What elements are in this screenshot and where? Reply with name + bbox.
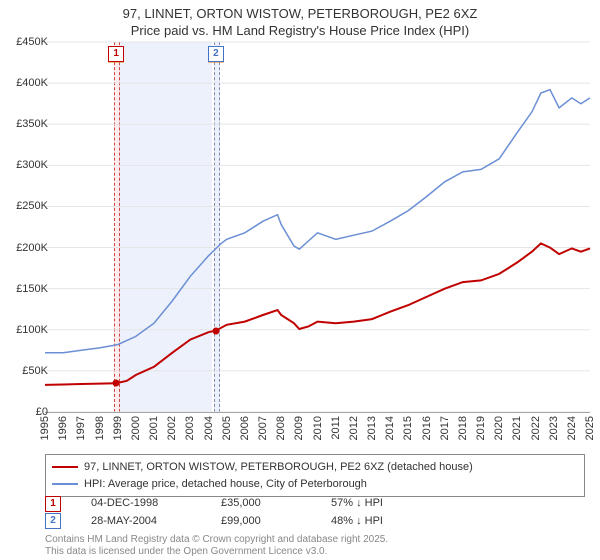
series-line <box>45 243 590 385</box>
line-series-svg <box>45 42 590 412</box>
legend-label-1: 97, LINNET, ORTON WISTOW, PETERBOROUGH, … <box>84 459 473 476</box>
x-axis-label: 2007 <box>257 416 269 440</box>
x-axis-label: 2025 <box>584 416 596 440</box>
legend-row-series1: 97, LINNET, ORTON WISTOW, PETERBOROUGH, … <box>52 459 578 476</box>
tx-date: 04-DEC-1998 <box>91 495 191 513</box>
attribution-line2: This data is licensed under the Open Gov… <box>45 546 388 558</box>
tx-marker: 1 <box>45 496 61 512</box>
x-axis-label: 2016 <box>421 416 433 440</box>
x-axis-label: 2002 <box>166 416 178 440</box>
sale-marker-1: 1 <box>108 46 124 62</box>
sale-point-dot <box>212 327 219 334</box>
y-axis-label: £450K <box>16 36 48 48</box>
x-axis-label: 2012 <box>348 416 360 440</box>
x-axis-label: 2020 <box>493 416 505 440</box>
x-axis-label: 1999 <box>112 416 124 440</box>
x-axis-label: 2004 <box>203 416 215 440</box>
x-axis-label: 2019 <box>475 416 487 440</box>
tx-price: £99,000 <box>221 513 301 531</box>
y-axis-label: £50K <box>22 365 48 377</box>
x-axis-label: 2022 <box>530 416 542 440</box>
transaction-row: 1 04-DEC-1998 £35,000 57% ↓ HPI <box>45 495 383 513</box>
x-axis-label: 2011 <box>330 416 342 440</box>
attribution-line1: Contains HM Land Registry data © Crown c… <box>45 534 388 546</box>
title-line1: 97, LINNET, ORTON WISTOW, PETERBOROUGH, … <box>0 6 600 23</box>
sale-marker-2: 2 <box>208 46 224 62</box>
y-axis-label: £350K <box>16 118 48 130</box>
x-axis-label: 1995 <box>39 416 51 440</box>
x-axis-label: 2024 <box>566 416 578 440</box>
legend-swatch-2 <box>52 483 78 485</box>
legend-swatch-1 <box>52 466 78 468</box>
attribution: Contains HM Land Registry data © Crown c… <box>45 534 388 558</box>
x-axis-label: 2010 <box>312 416 324 440</box>
plot-area: 12 <box>45 42 590 413</box>
x-axis-label: 2014 <box>384 416 396 440</box>
transaction-row: 2 28-MAY-2004 £99,000 48% ↓ HPI <box>45 513 383 531</box>
x-axis-label: 2003 <box>184 416 196 440</box>
tx-delta: 48% ↓ HPI <box>331 513 383 531</box>
x-axis-label: 1998 <box>94 416 106 440</box>
x-axis-label: 2006 <box>239 416 251 440</box>
legend-row-series2: HPI: Average price, detached house, City… <box>52 476 578 493</box>
tx-marker: 2 <box>45 513 61 529</box>
x-axis-label: 2000 <box>130 416 142 440</box>
x-axis-label: 2021 <box>511 416 523 440</box>
legend: 97, LINNET, ORTON WISTOW, PETERBOROUGH, … <box>45 454 585 497</box>
chart-container: 97, LINNET, ORTON WISTOW, PETERBOROUGH, … <box>0 0 600 560</box>
x-axis-label: 2008 <box>275 416 287 440</box>
x-axis-label: 2018 <box>457 416 469 440</box>
x-axis-label: 2005 <box>221 416 233 440</box>
y-axis-label: £400K <box>16 77 48 89</box>
y-axis-label: £250K <box>16 200 48 212</box>
chart-title: 97, LINNET, ORTON WISTOW, PETERBOROUGH, … <box>0 0 600 40</box>
title-line2: Price paid vs. HM Land Registry's House … <box>0 23 600 40</box>
x-axis-label: 2001 <box>148 416 160 440</box>
x-axis-label: 2017 <box>439 416 451 440</box>
tx-price: £35,000 <box>221 495 301 513</box>
tx-delta: 57% ↓ HPI <box>331 495 383 513</box>
x-axis-label: 1997 <box>75 416 87 440</box>
y-axis-label: £100K <box>16 324 48 336</box>
x-axis-label: 1996 <box>57 416 69 440</box>
sale-marker-leader-1 <box>108 62 124 63</box>
x-axis-label: 2015 <box>402 416 414 440</box>
sale-marker-leader-2 <box>208 62 224 63</box>
x-axis-label: 2023 <box>548 416 560 440</box>
y-axis-label: £150K <box>16 283 48 295</box>
sale-point-dot <box>113 380 120 387</box>
legend-label-2: HPI: Average price, detached house, City… <box>84 476 367 493</box>
transaction-table: 1 04-DEC-1998 £35,000 57% ↓ HPI 2 28-MAY-2004… <box>45 495 383 530</box>
y-axis-label: £300K <box>16 159 48 171</box>
tx-date: 28-MAY-2004 <box>91 513 191 531</box>
x-axis-label: 2013 <box>366 416 378 440</box>
x-axis-label: 2009 <box>293 416 305 440</box>
y-axis-label: £200K <box>16 242 48 254</box>
series-line <box>45 90 590 353</box>
